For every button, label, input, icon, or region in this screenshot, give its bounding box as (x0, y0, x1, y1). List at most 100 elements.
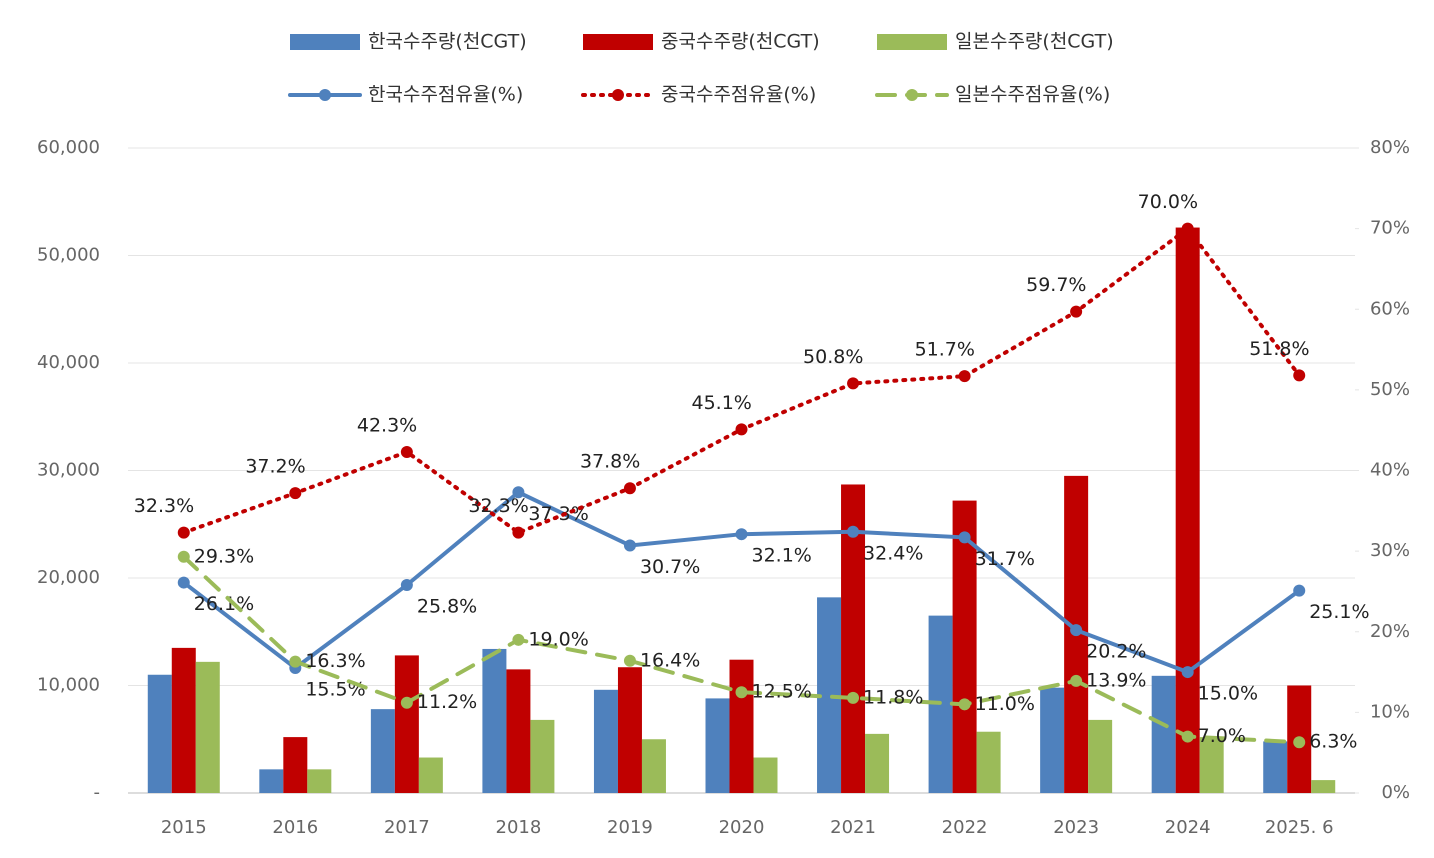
line-point (512, 486, 525, 499)
bar (1088, 719, 1113, 793)
legend-swatch (612, 89, 624, 101)
y2-tick-label: 40% (1370, 460, 1410, 481)
line-point (512, 526, 525, 539)
x-tick-label: 2016 (272, 817, 318, 838)
bar (593, 689, 618, 793)
value-label: 37.8% (580, 451, 640, 473)
line-point (177, 526, 190, 539)
value-label: 13.9% (1086, 669, 1146, 691)
line-point (735, 528, 748, 541)
bar (641, 739, 666, 793)
legend-label: 중국수주점유율(%) (661, 84, 816, 106)
y2-tick-label: 0% (1381, 782, 1410, 803)
line-point (1293, 736, 1306, 749)
y-tick-label: 30,000 (37, 460, 100, 481)
y-tick-label: 50,000 (37, 245, 100, 266)
y-tick-label: 10,000 (37, 675, 100, 696)
legend-swatch (583, 34, 653, 50)
value-label: 25.1% (1309, 601, 1369, 623)
value-label: 50.8% (803, 346, 863, 368)
bar (506, 669, 531, 793)
line-point (958, 698, 971, 711)
x-tick-label: 2024 (1165, 817, 1211, 838)
bar (1040, 687, 1065, 793)
value-label: 70.0% (1138, 191, 1198, 213)
legend-label: 일본수주량(천CGT) (955, 31, 1114, 53)
line-point (958, 370, 971, 383)
value-label: 15.5% (305, 679, 365, 701)
legend-label: 한국수주점유율(%) (368, 84, 523, 106)
line-point (1293, 584, 1306, 597)
legend-label: 중국수주량(천CGT) (661, 31, 820, 53)
x-tick-label: 2023 (1053, 817, 1099, 838)
x-tick-label: 2022 (942, 817, 988, 838)
bar (1311, 780, 1336, 793)
value-label: 51.8% (1249, 338, 1309, 360)
legend-swatch (906, 89, 918, 101)
bar (259, 769, 284, 793)
bar (530, 719, 555, 793)
value-label: 37.2% (245, 456, 305, 478)
bar (1151, 675, 1176, 793)
bar (1199, 737, 1224, 793)
bar (976, 731, 1001, 793)
line-point (400, 696, 413, 709)
value-label: 12.5% (752, 681, 812, 703)
bar (753, 757, 778, 793)
bar (482, 648, 507, 793)
value-label: 11.0% (975, 693, 1035, 715)
legend-label: 한국수주량(천CGT) (368, 31, 527, 53)
value-label: 25.8% (417, 595, 477, 617)
bar (1175, 227, 1200, 794)
line-point (623, 539, 636, 552)
bar (370, 709, 395, 793)
x-tick-label: 2018 (496, 817, 542, 838)
value-label: 32.4% (863, 542, 923, 564)
bar (705, 698, 730, 793)
value-label: 26.1% (194, 593, 254, 615)
line-point (289, 487, 302, 500)
bar (865, 733, 890, 793)
value-label: 42.3% (357, 414, 417, 436)
y2-tick-label: 70% (1370, 218, 1410, 239)
line-point (512, 633, 525, 646)
value-label: 45.1% (692, 392, 752, 414)
line-point (177, 576, 190, 589)
line-point (1181, 222, 1194, 235)
legend-swatch (877, 34, 947, 50)
value-label: 6.3% (1309, 731, 1357, 753)
value-label: 30.7% (640, 556, 700, 578)
bar (617, 667, 642, 793)
line-point (1070, 624, 1083, 637)
line-point (1181, 730, 1194, 743)
value-label: 51.7% (915, 339, 975, 361)
x-tick-label: 2020 (719, 817, 765, 838)
bar (195, 661, 220, 793)
value-label: 19.0% (528, 628, 588, 650)
line-point (958, 531, 971, 544)
bar (147, 674, 172, 793)
y2-tick-label: 80% (1370, 137, 1410, 158)
value-label: 20.2% (1086, 641, 1146, 663)
bar (1263, 741, 1288, 793)
line-point (400, 445, 413, 458)
value-label: 31.7% (975, 548, 1035, 570)
value-label: 32.1% (752, 545, 812, 567)
x-tick-label: 2021 (830, 817, 876, 838)
bar (418, 757, 443, 793)
x-tick-label: 2025. 6 (1265, 817, 1334, 838)
line-point (1070, 674, 1083, 687)
y2-tick-label: 20% (1370, 621, 1410, 642)
bar (307, 769, 332, 793)
line-point (1181, 666, 1194, 679)
line-point (400, 578, 413, 591)
value-label: 16.3% (305, 650, 365, 672)
y2-tick-label: 30% (1370, 540, 1410, 561)
x-tick-label: 2017 (384, 817, 430, 838)
value-label: 32.3% (468, 495, 528, 517)
y2-tick-label: 50% (1370, 379, 1410, 400)
value-label: 59.7% (1026, 274, 1086, 296)
line-point (1293, 369, 1306, 382)
y2-tick-label: 10% (1370, 701, 1410, 722)
